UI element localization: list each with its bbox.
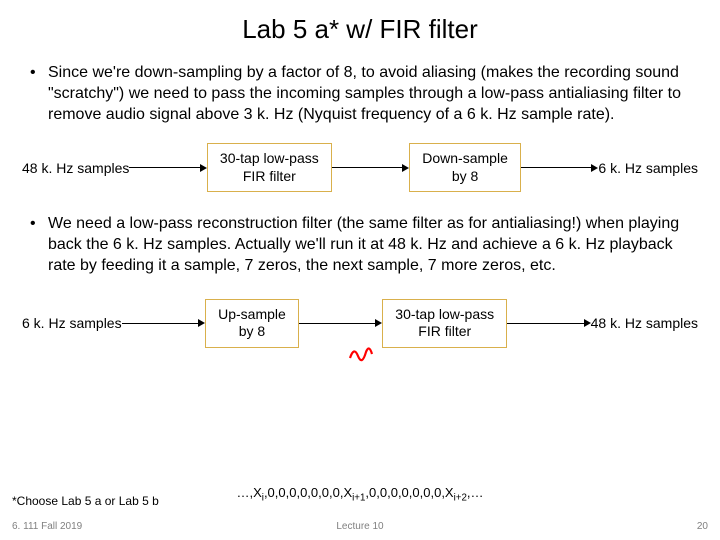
arrow-icon	[521, 164, 599, 172]
bullet-1: Since we're down-sampling by a factor of…	[0, 59, 720, 135]
footer-center: Lecture 10	[0, 521, 720, 532]
arrow-icon	[332, 164, 410, 172]
footer-page-number: 20	[697, 521, 708, 532]
flow1-box2-line2: by 8	[422, 168, 508, 186]
bullet-2: We need a low-pass reconstruction filter…	[0, 210, 720, 286]
flow-diagram-1: 48 k. Hz samples 30-tap low-pass FIR fil…	[0, 135, 720, 200]
flow1-box1-line2: FIR filter	[220, 168, 319, 186]
flow2-box-fir: 30-tap low-pass FIR filter	[382, 299, 507, 348]
arrow-icon	[507, 319, 591, 327]
footnote: *Choose Lab 5 a or Lab 5 b	[12, 494, 159, 508]
flow1-box-fir: 30-tap low-pass FIR filter	[207, 143, 332, 192]
arrow-icon	[122, 319, 206, 327]
flow2-input-label: 6 k. Hz samples	[22, 315, 122, 331]
arrow-icon	[299, 319, 383, 327]
flow2-box1-line1: Up-sample	[218, 306, 286, 324]
flow-diagram-2: 6 k. Hz samples Up-sample by 8 30-tap lo…	[0, 291, 720, 356]
flow1-input-label: 48 k. Hz samples	[22, 160, 129, 176]
flow2-box1-line2: by 8	[218, 323, 286, 341]
flow1-box1-line1: 30-tap low-pass	[220, 150, 319, 168]
flow1-output-label: 6 k. Hz samples	[598, 160, 698, 176]
arrow-icon	[129, 164, 207, 172]
flow1-box2-line1: Down-sample	[422, 150, 508, 168]
slide-title: Lab 5 a* w/ FIR filter	[0, 0, 720, 59]
flow2-output-label: 48 k. Hz samples	[591, 315, 698, 331]
flow1-box-downsample: Down-sample by 8	[409, 143, 521, 192]
squiggle-icon	[348, 344, 374, 366]
flow2-box2-line2: FIR filter	[395, 323, 494, 341]
flow2-box-upsample: Up-sample by 8	[205, 299, 299, 348]
flow2-box2-line1: 30-tap low-pass	[395, 306, 494, 324]
